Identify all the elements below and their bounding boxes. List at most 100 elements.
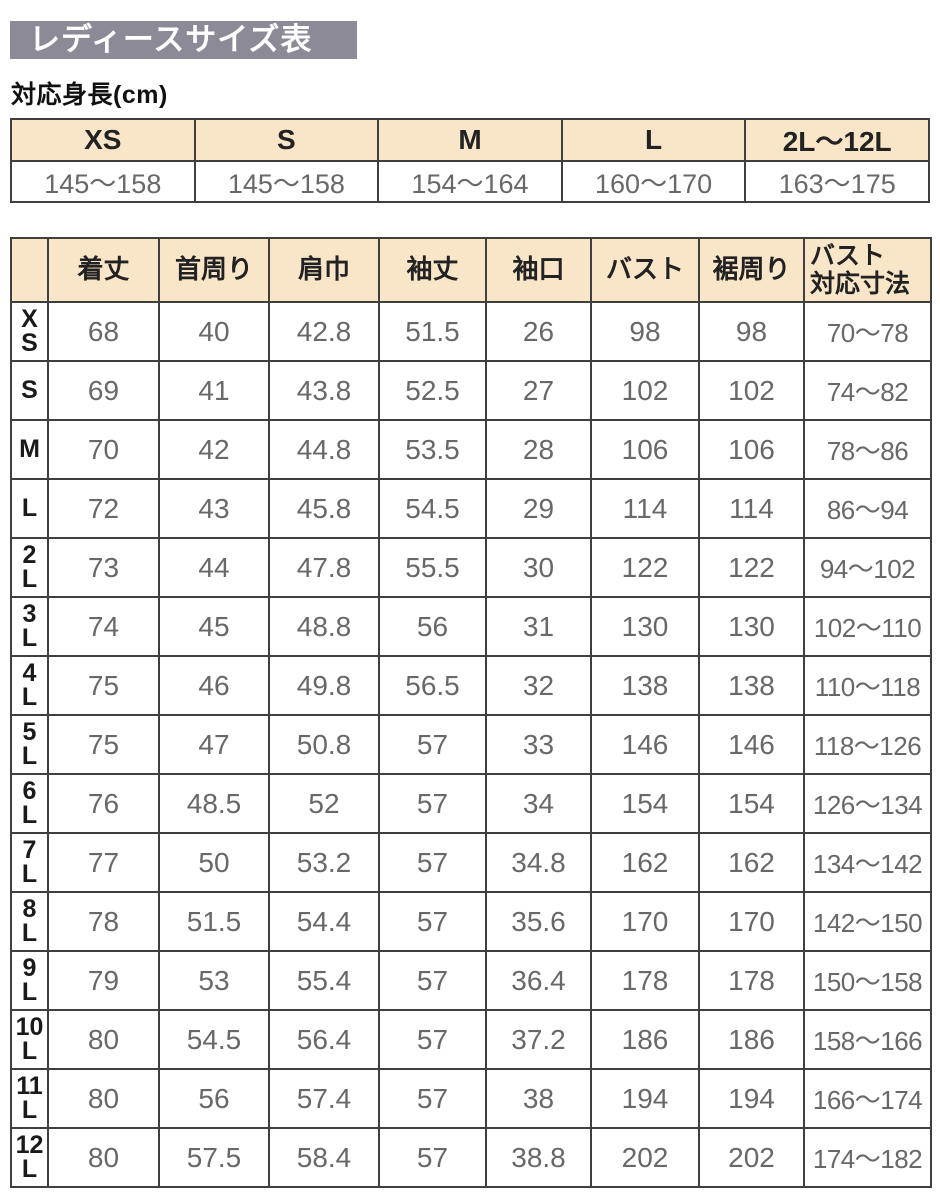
size-col-header: 着丈 (47, 237, 160, 303)
size-value-cell: 52.5 (378, 360, 487, 421)
size-value-cell: 146 (590, 714, 700, 775)
size-value-cell: 73 (47, 537, 160, 598)
size-value-cell: 77 (47, 832, 160, 893)
size-value-cell: 194 (590, 1068, 700, 1129)
size-table-header-row: 着丈 首周り 肩巾 袖丈 袖口 バスト 裾周り バスト 対応寸法 (10, 237, 932, 303)
size-value-cell: 154 (590, 773, 700, 834)
size-value-cell: 48.8 (268, 596, 380, 657)
size-value-cell: 102 (590, 360, 700, 421)
size-value-cell: 51.5 (158, 891, 270, 952)
size-value-cell: 86〜94 (803, 478, 932, 539)
size-value-cell: 138 (590, 655, 700, 716)
size-value-cell: 170 (698, 891, 805, 952)
size-row-label: 6 L (10, 773, 49, 834)
size-row-label: 9 L (10, 950, 49, 1011)
size-value-cell: 44.8 (268, 419, 380, 480)
size-col-header: 肩巾 (268, 237, 380, 303)
size-value-cell: 53.5 (378, 419, 487, 480)
size-value-cell: 56.4 (268, 1009, 380, 1070)
size-value-cell: 44 (158, 537, 270, 598)
size-value-cell: 75 (47, 655, 160, 716)
size-table-row: 10 L 80 54.5 56.4 57 37.2 186 186 158〜166 (10, 1009, 932, 1070)
size-value-cell: 38 (485, 1068, 592, 1129)
size-value-cell: 186 (590, 1009, 700, 1070)
size-value-cell: 50.8 (268, 714, 380, 775)
size-value-cell: 162 (698, 832, 805, 893)
size-value-cell: 54.4 (268, 891, 380, 952)
size-value-cell: 57 (378, 714, 487, 775)
size-value-cell: 122 (698, 537, 805, 598)
size-value-cell: 57 (378, 832, 487, 893)
size-value-cell: 51.5 (378, 301, 487, 362)
size-table-row: S 69 41 43.8 52.5 27 102 102 74〜82 (10, 360, 932, 421)
size-table-row: X S 68 40 42.8 51.5 26 98 98 70〜78 (10, 301, 932, 362)
size-value-cell: 32 (485, 655, 592, 716)
size-value-cell: 146 (698, 714, 805, 775)
size-value-cell: 70 (47, 419, 160, 480)
size-value-cell: 178 (698, 950, 805, 1011)
size-table-row: 4 L 75 46 49.8 56.5 32 138 138 110〜118 (10, 655, 932, 716)
size-row-label: L (10, 478, 49, 539)
size-value-cell: 42.8 (268, 301, 380, 362)
size-value-cell: 94〜102 (803, 537, 932, 598)
size-col-header: 袖口 (485, 237, 592, 303)
size-value-cell: 38.8 (485, 1127, 592, 1188)
size-value-cell: 57 (378, 891, 487, 952)
size-value-cell: 46 (158, 655, 270, 716)
size-value-cell: 78〜86 (803, 419, 932, 480)
size-row-label: X S (10, 301, 49, 362)
size-row-label: S (10, 360, 49, 421)
size-value-cell: 154 (698, 773, 805, 834)
size-value-cell: 202 (698, 1127, 805, 1188)
size-value-cell: 54.5 (378, 478, 487, 539)
size-value-cell: 194 (698, 1068, 805, 1129)
size-row-label: 3 L (10, 596, 49, 657)
height-col-header: S (193, 118, 380, 162)
size-col-header: 裾周り (698, 237, 805, 303)
size-value-cell: 68 (47, 301, 160, 362)
size-table-row: 11 L 80 56 57.4 57 38 194 194 166〜174 (10, 1068, 932, 1129)
size-value-cell: 29 (485, 478, 592, 539)
size-value-cell: 69 (47, 360, 160, 421)
size-value-cell: 56 (158, 1068, 270, 1129)
size-value-cell: 80 (47, 1009, 160, 1070)
size-table: 着丈 首周り 肩巾 袖丈 袖口 バスト 裾周り バスト 対応寸法 X S 68 40 42.8 51.… (10, 237, 932, 1188)
size-value-cell: 36.4 (485, 950, 592, 1011)
size-value-cell: 72 (47, 478, 160, 539)
size-value-cell: 45.8 (268, 478, 380, 539)
size-col-header: 首周り (158, 237, 270, 303)
height-col-header: L (560, 118, 747, 162)
size-row-label: 8 L (10, 891, 49, 952)
size-value-cell: 56 (378, 596, 487, 657)
height-value-cell: 160〜170 (560, 160, 747, 203)
size-value-cell: 98 (698, 301, 805, 362)
size-value-cell: 41 (158, 360, 270, 421)
size-value-cell: 57 (378, 1009, 487, 1070)
size-value-cell: 55.5 (378, 537, 487, 598)
size-value-cell: 150〜158 (803, 950, 932, 1011)
size-value-cell: 170 (590, 891, 700, 952)
size-value-cell: 34 (485, 773, 592, 834)
size-value-cell: 57 (378, 773, 487, 834)
size-value-cell: 106 (590, 419, 700, 480)
size-table-row: L 72 43 45.8 54.5 29 114 114 86〜94 (10, 478, 932, 539)
size-value-cell: 57 (378, 1068, 487, 1129)
size-table-row: 5 L 75 47 50.8 57 33 146 146 118〜126 (10, 714, 932, 775)
size-value-cell: 30 (485, 537, 592, 598)
size-value-cell: 55.4 (268, 950, 380, 1011)
size-value-cell: 142〜150 (803, 891, 932, 952)
size-value-cell: 47 (158, 714, 270, 775)
size-value-cell: 110〜118 (803, 655, 932, 716)
size-value-cell: 162 (590, 832, 700, 893)
size-value-cell: 57 (378, 950, 487, 1011)
height-col-header: XS (10, 118, 196, 162)
size-value-cell: 56.5 (378, 655, 487, 716)
size-value-cell: 80 (47, 1068, 160, 1129)
size-value-cell: 57.5 (158, 1127, 270, 1188)
height-value-cell: 145〜158 (10, 160, 196, 203)
size-value-cell: 80 (47, 1127, 160, 1188)
size-value-cell: 26 (485, 301, 592, 362)
size-table-row: 3 L 74 45 48.8 56 31 130 130 102〜110 (10, 596, 932, 657)
size-value-cell: 57 (378, 1127, 487, 1188)
